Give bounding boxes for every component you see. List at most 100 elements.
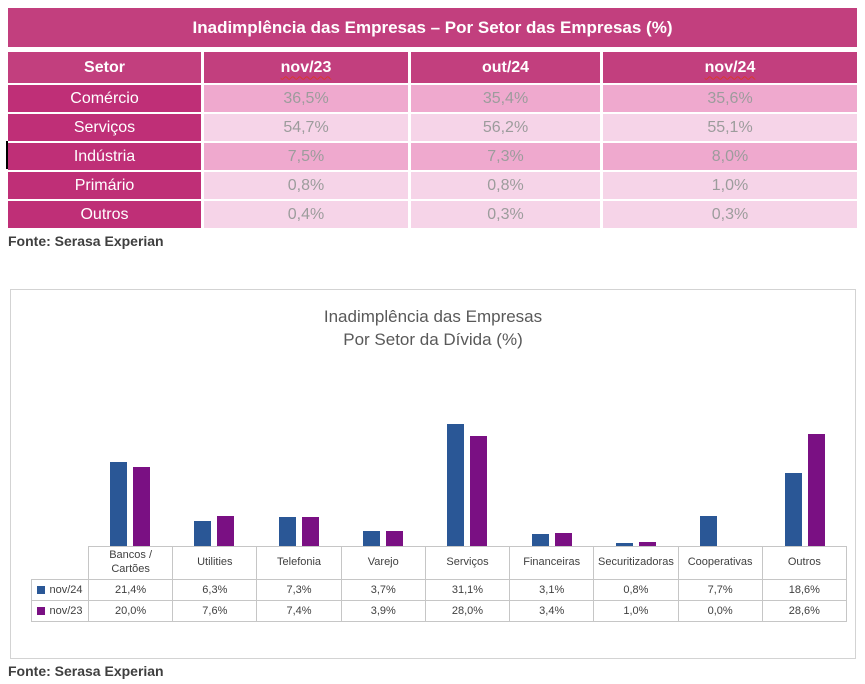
series-row-nov/24: nov/24 21,4% 6,3% 7,3% 3,7% 31,1% 3,1% 0,8% 7,7%… <box>31 579 848 601</box>
category-header-3: Varejo <box>340 546 426 580</box>
series-value-nov/24-4: 31,1% <box>424 579 511 601</box>
value-cell-2-0: 7,5% <box>204 143 408 170</box>
chart-title: Inadimplência das Empresas Por Setor da … <box>11 306 855 352</box>
value-cell-1-1: 56,2% <box>411 114 600 141</box>
legend-cell-nov/23: nov/23 <box>31 600 89 622</box>
value-cell-2-2: 8,0% <box>603 143 857 170</box>
source-note-top: Fonte: Serasa Experian <box>8 233 164 249</box>
value-cell-3-2: 1,0% <box>603 172 857 199</box>
bar-group-5 <box>510 408 594 546</box>
category-header-8: Outros <box>761 546 848 580</box>
column-header-label: nov/23 <box>280 58 332 76</box>
series-row-nov/23: nov/23 20,0% 7,6% 7,4% 3,9% 28,0% 3,4% 1,0% 0,0%… <box>31 600 848 622</box>
series-value-nov/24-6: 0,8% <box>593 579 679 601</box>
bar-group-8 <box>763 408 847 546</box>
chart-table-header-row: Bancos / Cartões Utilities Telefonia Varejo… <box>31 546 848 580</box>
bar-nov/24-4 <box>447 424 465 546</box>
bar-nov/24-3 <box>363 531 381 546</box>
bar-nov/23-3 <box>386 531 404 546</box>
bar-chart-plot <box>88 408 847 546</box>
series-value-nov/23-1: 7,6% <box>172 600 258 622</box>
value-cell-2-1: 7,3% <box>411 143 600 170</box>
bar-nov/23-0 <box>133 467 151 546</box>
category-header-7: Cooperativas <box>677 546 763 580</box>
bar-nov/24-5 <box>531 534 549 546</box>
series-value-nov/24-1: 6,3% <box>172 579 258 601</box>
row-label-4: Outros <box>8 201 201 228</box>
category-header-5: Financeiras <box>509 546 595 580</box>
series-value-nov/23-4: 28,0% <box>424 600 511 622</box>
bar-nov/23-4 <box>470 436 488 546</box>
bar-nov/24-8 <box>784 473 802 546</box>
chart-box: Inadimplência das Empresas Por Setor da … <box>10 289 856 659</box>
bar-group-3 <box>341 408 425 546</box>
series-value-nov/24-3: 3,7% <box>340 579 426 601</box>
bar-group-4 <box>425 408 509 546</box>
category-header-1: Utilities <box>172 546 258 580</box>
category-header-4: Serviços <box>424 546 511 580</box>
column-header-0: Setor <box>8 52 201 83</box>
value-cell-1-2: 55,1% <box>603 114 857 141</box>
sector-table-title: Inadimplência das Empresas – Por Setor d… <box>8 8 857 47</box>
category-header-6: Securitizadoras <box>593 546 679 580</box>
bar-group-7 <box>678 408 762 546</box>
category-header-2: Telefonia <box>256 546 342 580</box>
row-label-0: Comércio <box>8 85 201 112</box>
legend-label-nov/23: nov/23 <box>49 605 83 617</box>
bar-nov/23-6 <box>639 542 657 546</box>
value-cell-0-1: 35,4% <box>411 85 600 112</box>
bar-group-1 <box>172 408 256 546</box>
legend-label-nov/24: nov/24 <box>49 584 83 596</box>
value-cell-4-1: 0,3% <box>411 201 600 228</box>
bar-nov/24-2 <box>278 517 296 546</box>
row-label-3: Primário <box>8 172 201 199</box>
chart-table-corner-cell <box>31 546 89 580</box>
series-value-nov/23-7: 0,0% <box>677 600 763 622</box>
bar-nov/23-2 <box>301 517 319 546</box>
column-header-label: out/24 <box>481 58 530 76</box>
value-cell-4-2: 0,3% <box>603 201 857 228</box>
bar-nov/23-1 <box>217 516 235 546</box>
value-cell-0-2: 35,6% <box>603 85 857 112</box>
series-value-nov/23-2: 7,4% <box>256 600 342 622</box>
legend-swatch-nov/24 <box>37 586 46 594</box>
column-header-1: nov/23 <box>204 52 408 83</box>
chart-data-table: Bancos / Cartões Utilities Telefonia Varejo… <box>31 546 848 622</box>
series-value-nov/24-7: 7,7% <box>677 579 763 601</box>
bar-nov/23-5 <box>554 533 572 546</box>
column-header-3: nov/24 <box>603 52 857 83</box>
series-value-nov/23-3: 3,9% <box>340 600 426 622</box>
row-label-2: Indústria <box>8 143 201 170</box>
series-value-nov/24-2: 7,3% <box>256 579 342 601</box>
chart-title-line2: Por Setor da Dívida (%) <box>343 329 523 349</box>
value-cell-4-0: 0,4% <box>204 201 408 228</box>
category-header-0: Bancos / Cartões <box>87 546 174 580</box>
bar-nov/24-6 <box>616 543 634 546</box>
bar-group-2 <box>257 408 341 546</box>
bar-nov/24-7 <box>700 516 718 546</box>
bar-nov/24-1 <box>194 521 212 546</box>
text-cursor-artifact <box>6 141 8 169</box>
value-cell-3-0: 0,8% <box>204 172 408 199</box>
bar-nov/24-0 <box>110 462 128 546</box>
series-value-nov/23-8: 28,6% <box>761 600 848 622</box>
column-header-label: Setor <box>84 58 125 76</box>
source-note-bottom: Fonte: Serasa Experian <box>8 663 164 679</box>
column-header-label: nov/24 <box>704 58 756 76</box>
bar-group-6 <box>594 408 678 546</box>
series-value-nov/24-5: 3,1% <box>509 579 595 601</box>
series-value-nov/23-6: 1,0% <box>593 600 679 622</box>
legend-cell-nov/24: nov/24 <box>31 579 89 601</box>
value-cell-1-0: 54,7% <box>204 114 408 141</box>
sector-table-grid: Setor nov/23 out/24 nov/24 Comércio 36,5% 35,4… <box>8 52 857 228</box>
column-header-2: out/24 <box>411 52 600 83</box>
sector-table: Inadimplência das Empresas – Por Setor d… <box>8 8 857 228</box>
series-value-nov/23-0: 20,0% <box>87 600 174 622</box>
series-value-nov/23-5: 3,4% <box>509 600 595 622</box>
series-value-nov/24-0: 21,4% <box>87 579 174 601</box>
value-cell-0-0: 36,5% <box>204 85 408 112</box>
bar-group-0 <box>88 408 172 546</box>
legend-swatch-nov/23 <box>37 607 46 615</box>
row-label-1: Serviços <box>8 114 201 141</box>
chart-title-line1: Inadimplência das Empresas <box>323 307 543 326</box>
